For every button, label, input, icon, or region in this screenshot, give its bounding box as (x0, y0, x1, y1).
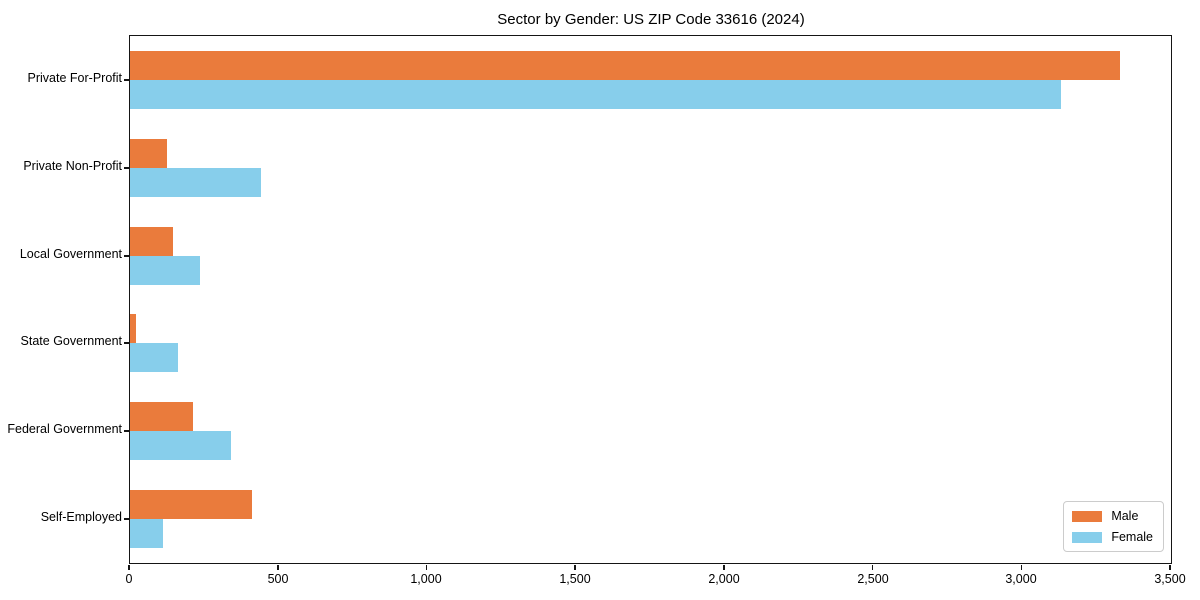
y-tick-mark (124, 518, 129, 520)
male-bar (130, 490, 252, 519)
y-tick-mark (124, 79, 129, 81)
y-tick-mark (124, 430, 129, 432)
x-tick-mark (425, 565, 428, 570)
x-tick-label: 0 (125, 572, 133, 586)
female-bar (130, 431, 232, 460)
x-tick-mark (1169, 565, 1171, 570)
female-bar (130, 80, 1061, 109)
x-tick-mark (128, 565, 130, 570)
female-bar (130, 343, 178, 372)
x-tick-label: 2,500 (857, 572, 889, 586)
y-axis-label: Private Non-Profit (23, 159, 122, 173)
male-bar (130, 139, 168, 168)
y-tick-mark (124, 342, 129, 344)
y-axis-label: State Government (20, 334, 122, 348)
female-bar (130, 256, 200, 285)
legend-item-female: Female (1072, 530, 1153, 544)
female-bar (130, 519, 163, 548)
legend-swatch-male (1072, 510, 1103, 522)
x-tick-mark (871, 565, 874, 570)
legend-item-male: Male (1072, 509, 1153, 523)
legend-label-female: Female (1111, 530, 1153, 544)
x-tick-label: 3,500 (1154, 572, 1186, 586)
y-tick-mark (124, 167, 129, 169)
x-tick-mark (723, 565, 725, 570)
y-tick-mark (124, 255, 129, 257)
male-bar (130, 51, 1121, 80)
male-bar (130, 314, 136, 343)
x-tick-mark (1020, 565, 1022, 570)
female-bar (130, 168, 261, 197)
legend-label-male: Male (1111, 509, 1139, 523)
male-bar (130, 227, 174, 256)
x-tick-label: 500 (267, 572, 289, 586)
y-axis-label: Federal Government (7, 422, 122, 436)
y-axis-label: Self-Employed (40, 510, 122, 524)
y-axis-label: Private For-Profit (27, 71, 122, 85)
legend: Male Female (1063, 501, 1164, 552)
legend-swatch-female (1072, 531, 1103, 543)
x-tick-mark (277, 565, 279, 570)
x-tick-label: 2,000 (708, 572, 740, 586)
x-tick-label: 1,000 (410, 572, 442, 586)
male-bar (130, 402, 193, 431)
plot-area: Male Female (129, 35, 1172, 564)
chart-title: Sector by Gender: US ZIP Code 33616 (202… (497, 11, 805, 28)
x-tick-label: 3,000 (1005, 572, 1037, 586)
y-axis-label: Local Government (19, 247, 122, 261)
x-tick-mark (574, 565, 576, 570)
x-tick-label: 1,500 (559, 572, 591, 586)
